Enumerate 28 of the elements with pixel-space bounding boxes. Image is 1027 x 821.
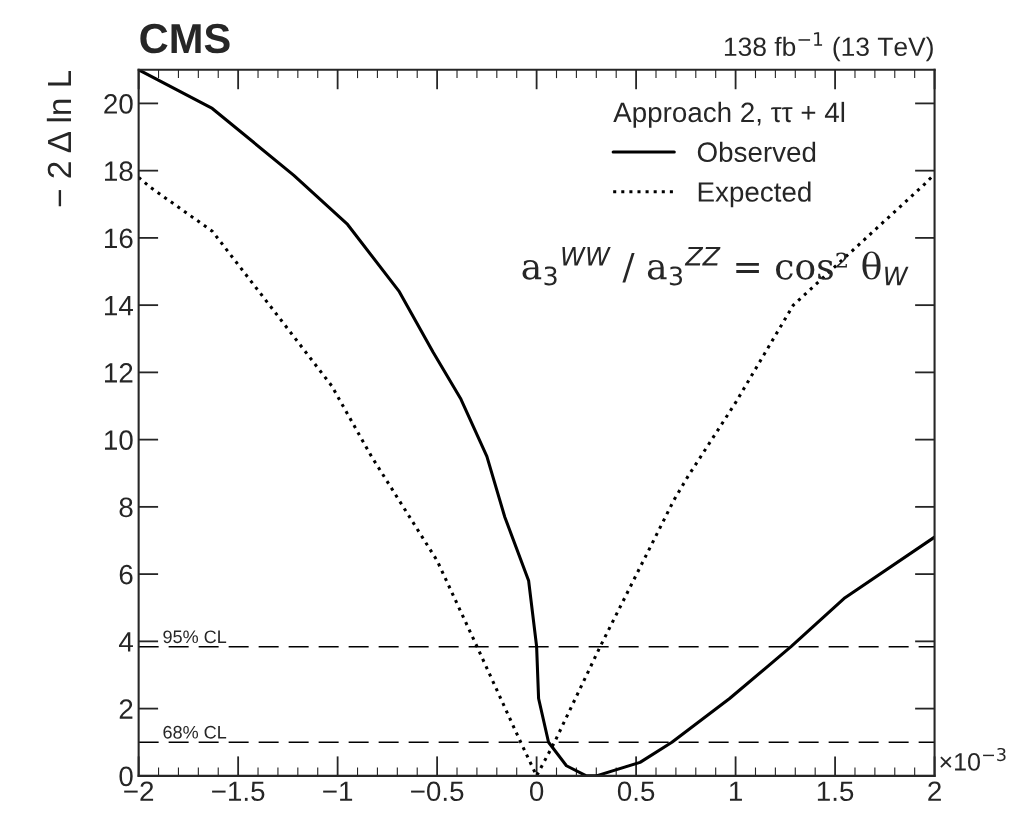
legend-label: Expected bbox=[698, 181, 811, 208]
x-tick-label: −1 bbox=[323, 781, 353, 801]
ref-line-label: 68% CL bbox=[163, 725, 227, 739]
y-tick-label: 18 bbox=[105, 161, 133, 181]
x-tick-label: 1.5 bbox=[817, 781, 854, 802]
x-tick-label: −1.5 bbox=[212, 781, 265, 802]
x-tick-label: 1 bbox=[729, 781, 742, 801]
y-tick-label: 10 bbox=[105, 430, 133, 450]
y-axis-title: − 2 Δ ln L bbox=[46, 70, 71, 207]
x-tick-label: 0 bbox=[529, 781, 544, 802]
text: ×10$^{−3}$ bbox=[940, 747, 1006, 771]
legend-label: Observed bbox=[697, 141, 816, 163]
chart-subtitle: 138 fb$^{−1}$ (13 TeV) bbox=[724, 32, 933, 62]
x-tick-label: −0.5 bbox=[411, 781, 464, 802]
x-tick-label: 2 bbox=[928, 781, 941, 801]
y-tick-label: 16 bbox=[105, 228, 133, 249]
y-tick-label: 20 bbox=[104, 94, 133, 114]
y-tick-label: 4 bbox=[118, 632, 133, 652]
y-tick-label: 2 bbox=[119, 699, 133, 719]
annotation: a$_{3}$$^{WW}$ / a$_{3}$$^{ZZ}$ = cos² θ$_{W}$ bbox=[522, 246, 909, 286]
x-tick-label: 0.5 bbox=[617, 781, 655, 802]
y-tick-label: 14 bbox=[105, 296, 133, 316]
chart-title: CMS bbox=[140, 23, 230, 54]
ref-line-label: 95% CL bbox=[163, 630, 227, 644]
y-tick-label: 6 bbox=[119, 564, 133, 585]
y-tick-label: 12 bbox=[105, 363, 133, 383]
legend-title: Approach 2, ττ + 4l bbox=[613, 101, 845, 128]
y-tick-label: 8 bbox=[119, 497, 133, 518]
